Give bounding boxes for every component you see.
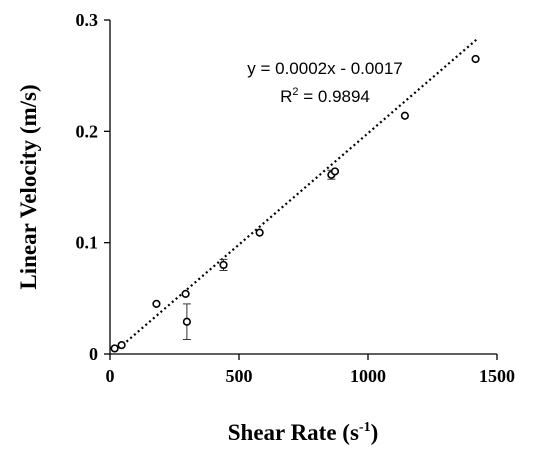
r-squared-value: = 0.9894 <box>299 87 370 106</box>
data-point <box>330 167 340 176</box>
data-point <box>182 317 191 326</box>
data-point <box>255 228 264 237</box>
x-axis-title-superscript: -1 <box>359 420 371 435</box>
data-point <box>152 299 161 309</box>
y-tick-label: 0.1 <box>76 233 99 253</box>
y-tick-label: 0.2 <box>76 121 99 141</box>
x-axis-title-end: ) <box>371 420 379 445</box>
data-point <box>117 340 126 350</box>
data-points <box>110 54 480 353</box>
x-tick-label: 500 <box>226 366 253 386</box>
x-tick-label: 0 <box>106 366 115 386</box>
r-squared-label: R <box>280 87 292 106</box>
data-point <box>471 54 480 64</box>
data-point <box>219 260 228 270</box>
data-point <box>400 111 409 120</box>
axes <box>109 20 497 355</box>
error-bars <box>182 169 336 341</box>
ticks: 0 0.1 0.2 0.3 0 500 1000 1500 <box>76 10 516 386</box>
y-axis-title: Linear Velocity (m/s) <box>16 84 41 289</box>
r-squared-superscript: 2 <box>292 86 298 98</box>
x-axis-title: Shear Rate (s-1) <box>228 420 379 445</box>
equation-annotation: y = 0.0002x - 0.0017 <box>247 59 402 78</box>
x-tick-label: 1500 <box>479 366 515 386</box>
x-axis-title-main: Shear Rate (s <box>228 420 359 445</box>
data-point <box>110 344 119 353</box>
y-tick-label: 0.3 <box>76 10 99 30</box>
data-point <box>181 289 190 298</box>
y-tick-label: 0 <box>89 344 98 364</box>
r-squared-annotation: R2 = 0.9894 <box>280 86 370 106</box>
x-tick-label: 1000 <box>350 366 386 386</box>
